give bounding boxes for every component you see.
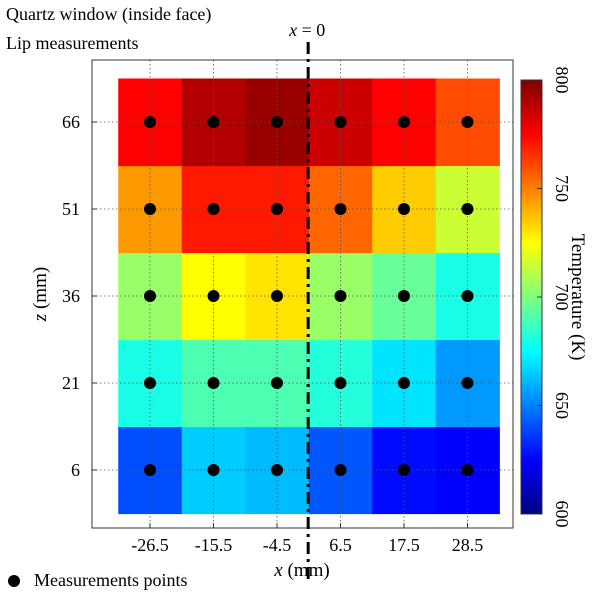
measurement-point (207, 377, 220, 389)
x-tick-label: -4.5 (263, 535, 292, 555)
measurement-point (398, 116, 410, 128)
x-tick-label: 17.5 (388, 535, 420, 555)
y-tick-label: 66 (62, 112, 80, 132)
y-axis-label: z (mm) (30, 267, 51, 322)
measurement-point (271, 464, 283, 476)
measurement-point (271, 203, 283, 215)
y-tick-label: 51 (62, 199, 80, 219)
colorbar-tick-label: 750 (552, 175, 572, 202)
plot-frame (91, 59, 514, 529)
y-tick-label: 21 (62, 373, 80, 393)
chart-title-line-2: Lip measurements (6, 33, 139, 53)
measurement-point (398, 464, 410, 476)
legend-label: Measurements points (34, 570, 188, 590)
measurement-point (398, 377, 410, 389)
measurement-point (207, 116, 220, 128)
x-tick-label: -26.5 (131, 535, 169, 555)
measurement-point (461, 464, 474, 476)
colorbar-label: Temperature (K) (567, 234, 588, 361)
measurement-point (144, 377, 156, 389)
measurement-point (207, 203, 220, 215)
x-tick-label: -15.5 (195, 535, 233, 555)
colorbar-tick-label: 700 (552, 284, 572, 311)
colorbar-tick-label: 600 (552, 501, 572, 528)
measurement-point (334, 464, 347, 476)
x-tick-label: 28.5 (452, 535, 484, 555)
measurement-point (461, 290, 474, 302)
y-tick-label: 6 (71, 460, 80, 480)
x-tick-label: 6.5 (329, 535, 352, 555)
measurement-point (144, 116, 156, 128)
measurement-point (334, 116, 347, 128)
legend-marker-dot (8, 574, 20, 587)
measurement-point (271, 290, 283, 302)
measurement-point (334, 203, 347, 215)
measurement-point (334, 290, 347, 302)
y-tick-label: 36 (62, 286, 80, 306)
colorbar-tick-label: 800 (552, 67, 572, 94)
measurement-point (271, 377, 283, 389)
colorbar-tick-label: 650 (552, 392, 572, 419)
legend: Measurements points (8, 570, 187, 591)
measurement-point (144, 290, 156, 302)
measurement-point (271, 116, 283, 128)
measurement-point (398, 290, 410, 302)
measurement-point (461, 203, 474, 215)
measurement-point (461, 377, 474, 389)
chart-title-line-1: Quartz window (inside face) (6, 4, 212, 24)
measurement-point (398, 203, 410, 215)
x-zero-label: x = 0 (288, 20, 325, 40)
measurement-point (144, 203, 156, 215)
measurement-point (207, 290, 220, 302)
measurement-point (207, 464, 220, 476)
measurement-point (461, 116, 474, 128)
measurement-point (334, 377, 347, 389)
x-axis-label: x (mm) (273, 560, 329, 581)
measurement-point (144, 464, 156, 476)
